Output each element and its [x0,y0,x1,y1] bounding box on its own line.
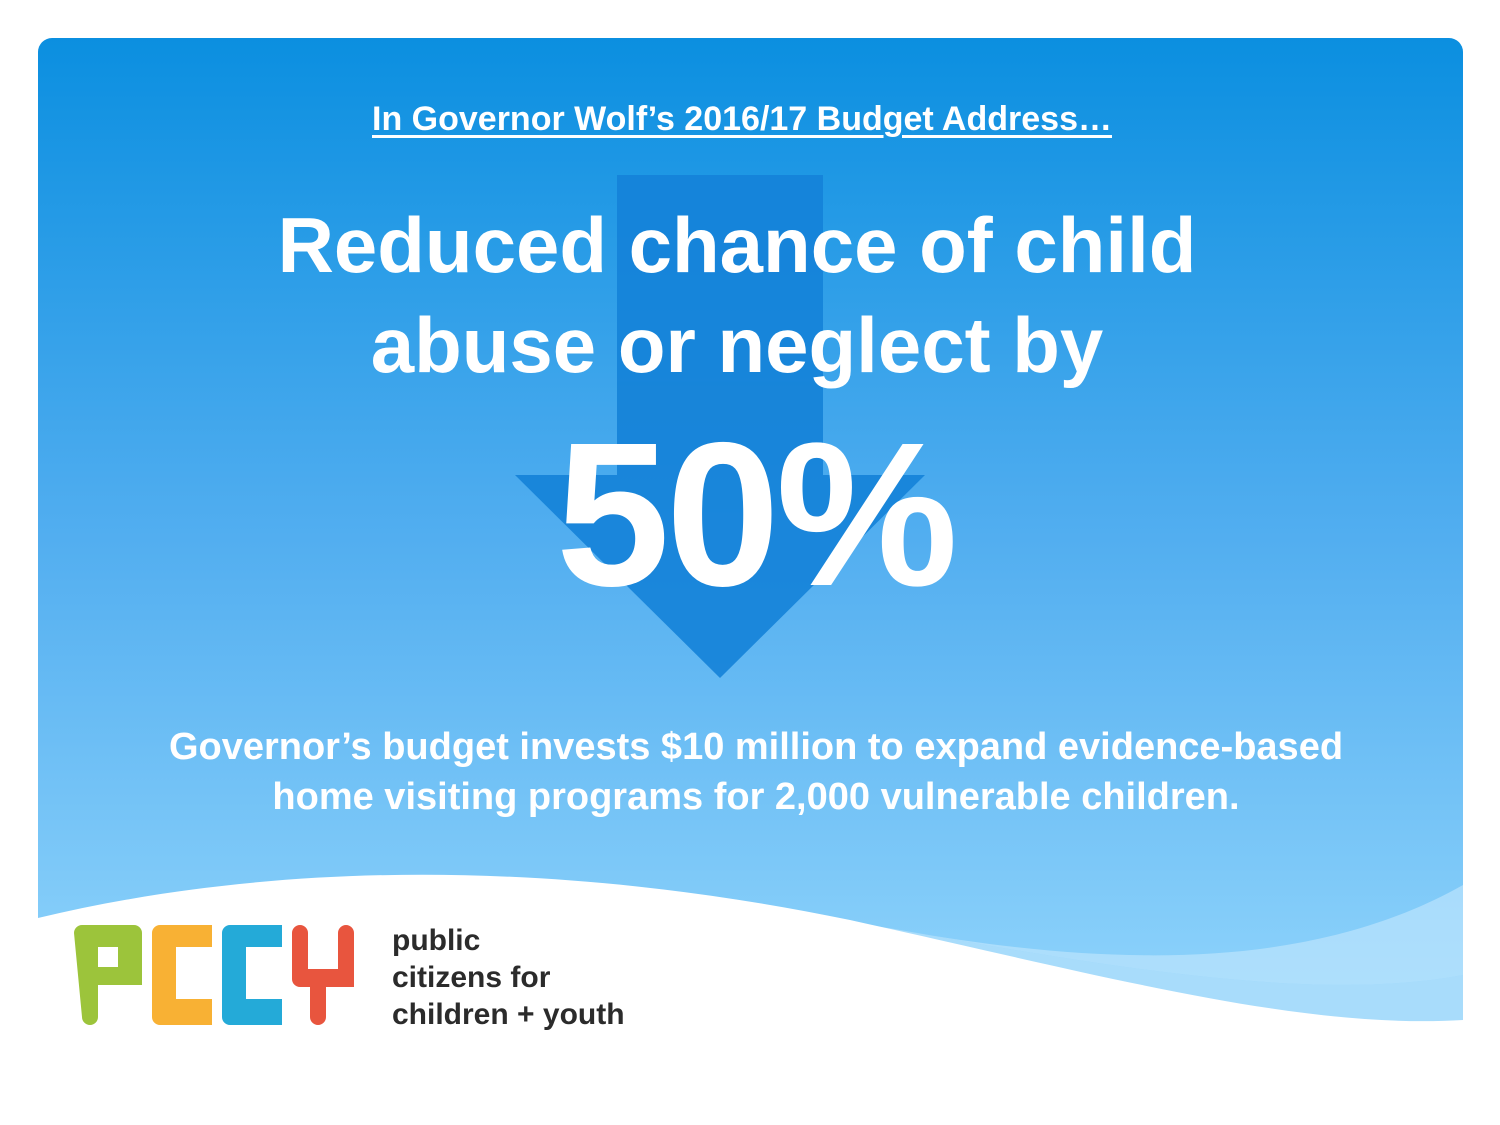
body-text: Governor’s budget invests $10 million to… [6,722,1500,822]
headline-line: abuse or neglect by [370,301,1104,389]
body-line: Governor’s budget invests $10 million to… [168,726,1344,768]
headline: Reduced chance of child abuse or neglect… [0,195,1487,395]
stat-value: 50% [555,400,958,629]
wave-white [0,874,1463,1125]
pccy-logo [74,925,354,1025]
org-name-line: citizens for [392,961,551,994]
kicker-title: In Governor Wolf’s 2016/17 Budget Addres… [372,100,1112,138]
org-name-line: children + youth [392,998,625,1031]
headline-line: Reduced chance of child [277,201,1197,289]
org-name-line: public [392,924,481,957]
body-line: home visiting programs for 2,000 vulnera… [272,776,1240,818]
org-name: public citizens for children + youth [392,922,625,1033]
down-arrow-icon [515,175,925,678]
